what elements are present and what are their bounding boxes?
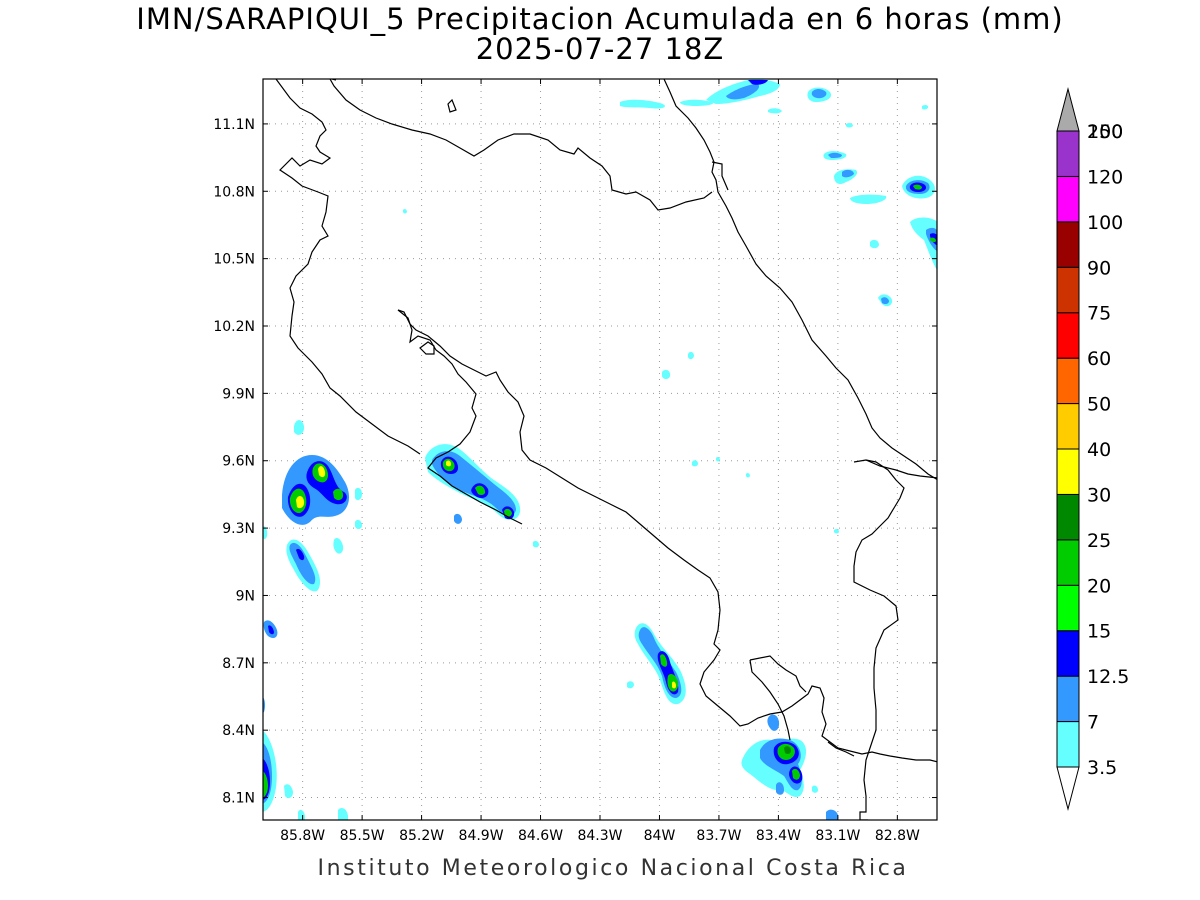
colorbar-label: 90: [1087, 257, 1111, 279]
precip-cluster-southeast: [741, 714, 838, 820]
colorbar-box: [1056, 130, 1080, 177]
map-gridlines: [263, 79, 937, 820]
gulf-inner-coast: [397, 309, 937, 763]
lake-nicaragua-shore: [275, 79, 421, 455]
burica-point: [827, 741, 855, 757]
precip-scattered-cells: [403, 208, 839, 534]
colorbar-label: 75: [1087, 303, 1111, 325]
colorbar-box: [1056, 312, 1080, 359]
colorbar-box: [1056, 584, 1080, 632]
colorbar-label: 100: [1087, 212, 1123, 234]
lon-tick-label: 83.7W: [696, 828, 741, 844]
colorbar-box: [1056, 175, 1080, 223]
colorbar-box: [1056, 630, 1080, 677]
colorbar-label: 200: [1087, 121, 1123, 143]
colorbar-box: [1056, 675, 1080, 723]
map-subtitle-date: 2025-07-27 18Z: [475, 32, 725, 66]
colorbar-label: 7: [1087, 712, 1099, 734]
precip-cluster-southwest: [263, 620, 348, 820]
lon-tick-label: 85.8W: [280, 828, 325, 844]
colorbar-box: [1056, 357, 1080, 405]
small-island: [447, 98, 457, 113]
precip-cluster-west: [263, 420, 362, 592]
colorbar-label: 150: [1087, 121, 1123, 143]
lat-tick-label: 8.7N: [222, 656, 255, 672]
institution-credit: Instituto Meteorologico Nacional Costa R…: [317, 856, 909, 881]
colorbar-label: 120: [1087, 166, 1123, 188]
lat-tick-label: 8.4N: [222, 723, 255, 739]
colorbar-label: 20: [1087, 575, 1111, 597]
panama-border: [853, 459, 905, 820]
lat-tick-label: 11.1N: [213, 117, 255, 133]
lat-tick-label: 8.1N: [222, 791, 255, 807]
lat-tick-label: 9.6N: [222, 454, 255, 470]
colorbar-box: [1056, 721, 1080, 768]
colorbar-box: [1056, 493, 1080, 541]
lat-tick-label: 10.8N: [213, 184, 255, 200]
precip-cluster-south: [627, 623, 686, 705]
lon-tick-label: 85.5W: [340, 828, 385, 844]
lat-tick-label: 9.3N: [222, 521, 255, 537]
precipitation-field: [263, 79, 937, 820]
lon-tick-label: 84W: [644, 828, 676, 844]
gulf-island: [419, 341, 435, 355]
lon-tick-label: 85.2W: [399, 828, 444, 844]
lon-tick-label: 83.4W: [756, 828, 801, 844]
colorbar-lower-triangle: [1056, 766, 1080, 811]
lat-tick-label: 9.9N: [222, 386, 255, 402]
lat-tick-label: 9N: [236, 588, 255, 604]
lat-tick-label: 10.2N: [213, 319, 255, 335]
osa-peninsula: [749, 659, 791, 741]
caribbean-coast-notch: [711, 161, 729, 191]
colorbar-label: 30: [1087, 484, 1111, 506]
colorbar-label: 3.5: [1087, 757, 1117, 779]
nicoya-gulf-coast: [397, 309, 523, 525]
colorbar-label: 25: [1087, 530, 1111, 552]
colorbar-label: 60: [1087, 348, 1111, 370]
lon-tick-label: 82.8W: [875, 828, 920, 844]
coastline-borders: [275, 79, 937, 820]
precip-cluster-central: [425, 444, 539, 548]
colorbar-box: [1056, 448, 1080, 495]
colorbar-label: 50: [1087, 394, 1111, 416]
map-axes: 85.8W 85.5W 85.2W 84.9W 84.6W 84.3W 84W 83.7W 83…: [213, 79, 937, 844]
lon-tick-label: 84.9W: [459, 828, 504, 844]
caribbean-coast-north: [663, 79, 937, 481]
panama-north-coast: [865, 459, 937, 479]
lon-tick-label: 84.3W: [577, 828, 622, 844]
colorbar-label: 40: [1087, 439, 1111, 461]
lon-tick-label: 84.6W: [518, 828, 563, 844]
colorbar-box: [1056, 221, 1080, 268]
lat-tick-label: 10.5N: [213, 252, 255, 268]
colorbar-box: [1056, 539, 1080, 586]
golfo-dulce: [749, 655, 807, 693]
colorbar-upper-triangle: [1056, 87, 1080, 132]
map-frame: [262, 78, 938, 821]
nicaragua-costa-rica-border: [329, 79, 713, 211]
colorbar-label: 12.5: [1087, 666, 1129, 688]
lon-tick-label: 83.1W: [815, 828, 860, 844]
colorbar-label: 15: [1087, 621, 1111, 643]
colorbar-box: [1056, 266, 1080, 314]
colorbar-box: [1056, 403, 1080, 450]
map-title: IMN/SARAPIQUI_5 Precipitacion Acumulada …: [136, 2, 1064, 36]
precip-cluster-northeast: [620, 79, 937, 307]
